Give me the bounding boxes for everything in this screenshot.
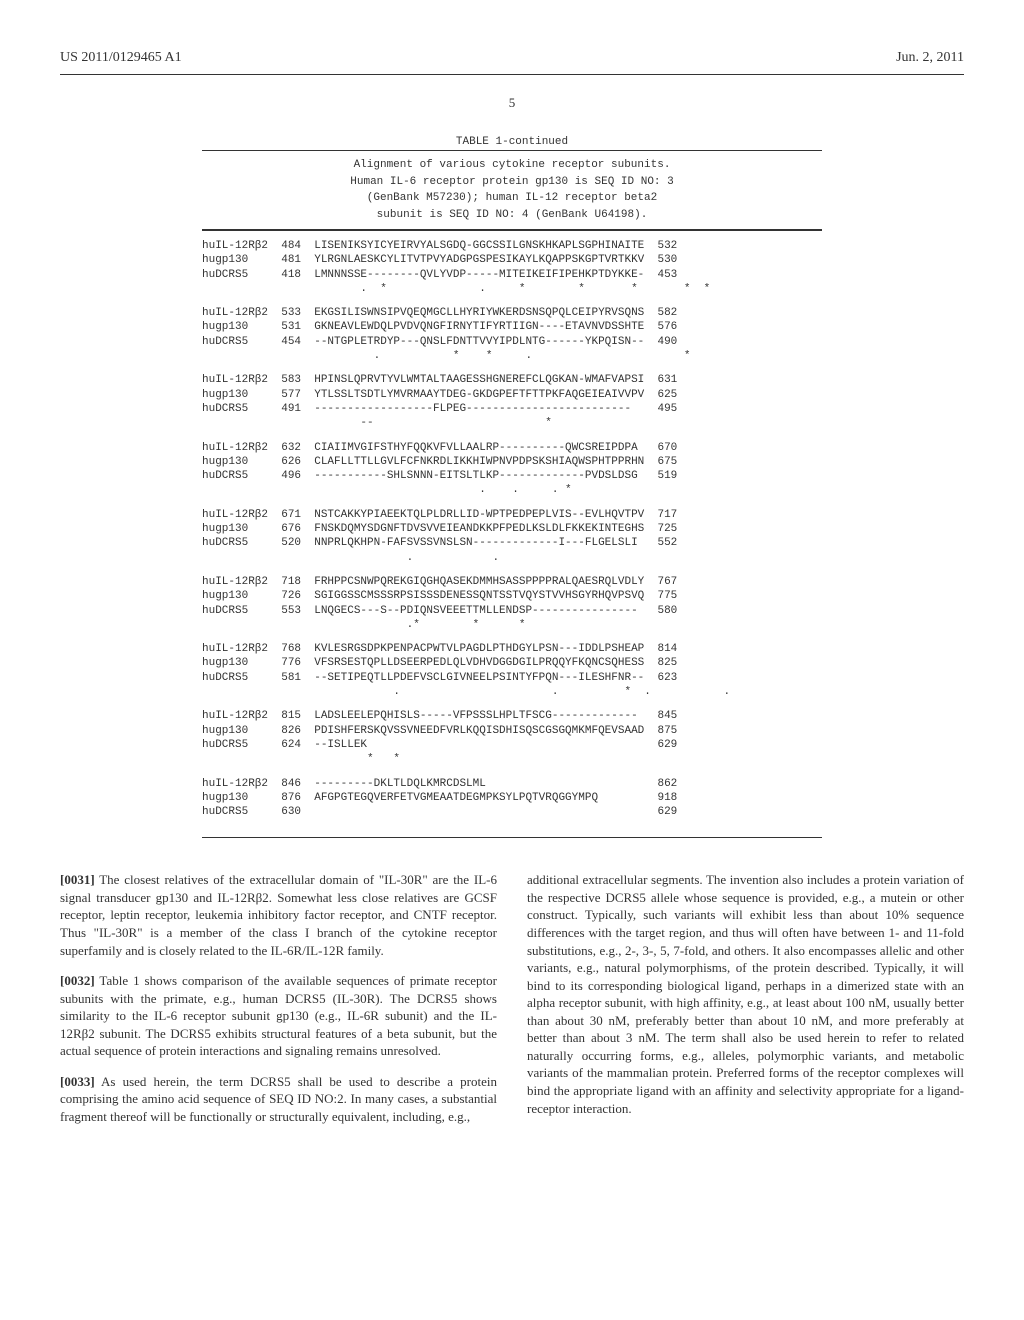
right-column: additional extracellular segments. The i… — [527, 858, 964, 1138]
paragraph-33: [0033] As used herein, the term DCRS5 sh… — [60, 1073, 497, 1126]
paragraph-32: [0032] Table 1 shows comparison of the a… — [60, 972, 497, 1060]
header-rule — [60, 74, 964, 75]
sequence-alignment-table: huIL-12Rβ2 484 LISENIKSYICYEIRVYALSGDQ-G… — [202, 230, 822, 838]
para-num: [0031] — [60, 872, 95, 887]
subtitle4: subunit is SEQ ID NO: 4 (GenBank U64198)… — [377, 209, 648, 221]
subtitle1: Alignment of various cytokine receptor s… — [354, 159, 671, 171]
para-text: As used herein, the term DCRS5 shall be … — [60, 1074, 497, 1124]
subtitle3: (GenBank M57230); human IL-12 receptor b… — [367, 192, 657, 204]
para-text: Table 1 shows comparison of the availabl… — [60, 973, 497, 1058]
para-text: The closest relatives of the extracellul… — [60, 872, 497, 957]
patent-number: US 2011/0129465 A1 — [60, 50, 182, 66]
table-caption: Alignment of various cytokine receptor s… — [60, 150, 964, 230]
subtitle2: Human IL-6 receptor protein gp130 is SEQ… — [350, 176, 673, 188]
left-column: [0031] The closest relatives of the extr… — [60, 858, 497, 1138]
para-num: [0033] — [60, 1074, 95, 1089]
paragraph-31: [0031] The closest relatives of the extr… — [60, 871, 497, 959]
table-title: TABLE 1-continued — [60, 136, 964, 148]
page-header: US 2011/0129465 A1 Jun. 2, 2011 — [60, 50, 964, 66]
para-num: [0032] — [60, 973, 95, 988]
publication-date: Jun. 2, 2011 — [896, 50, 964, 66]
paragraph-right: additional extracellular segments. The i… — [527, 871, 964, 1117]
body-columns: [0031] The closest relatives of the extr… — [60, 858, 964, 1138]
page-number: 5 — [60, 95, 964, 111]
